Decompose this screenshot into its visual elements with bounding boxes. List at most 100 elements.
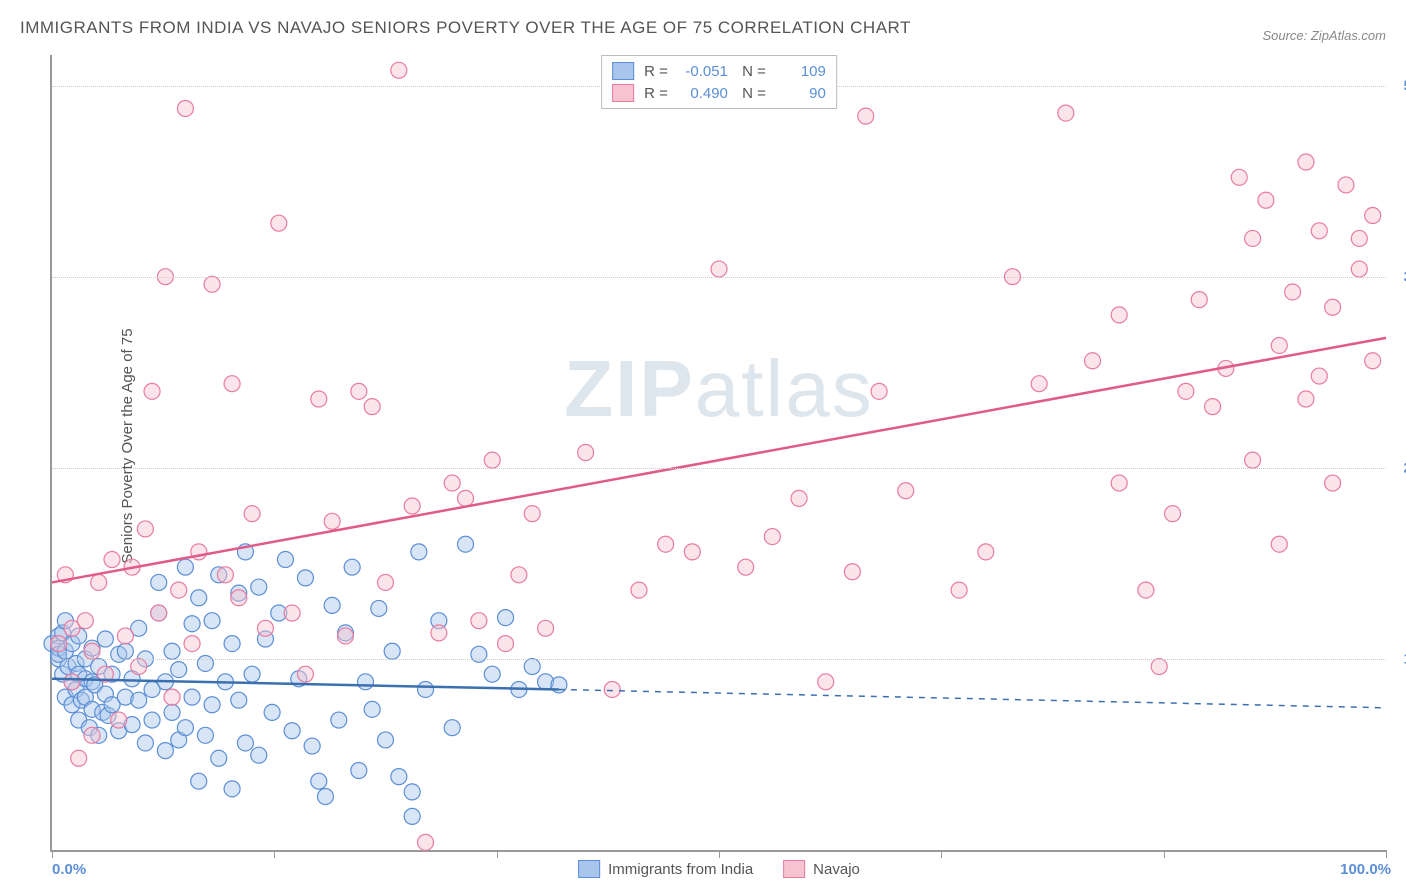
scatter-point xyxy=(211,750,227,766)
x-tick-mark xyxy=(941,850,942,858)
scatter-svg xyxy=(52,55,1386,850)
scatter-point xyxy=(1351,261,1367,277)
scatter-point xyxy=(604,681,620,697)
scatter-point xyxy=(458,490,474,506)
scatter-point xyxy=(217,567,233,583)
scatter-point xyxy=(471,613,487,629)
scatter-point xyxy=(658,536,674,552)
correlation-legend-row-2: R = 0.490 N = 90 xyxy=(612,82,826,104)
scatter-point xyxy=(1031,376,1047,392)
scatter-point xyxy=(184,636,200,652)
scatter-point xyxy=(1191,292,1207,308)
trend-line-extrapolated xyxy=(559,689,1386,707)
scatter-point xyxy=(578,445,594,461)
scatter-point xyxy=(91,574,107,590)
scatter-point xyxy=(197,727,213,743)
scatter-point xyxy=(184,616,200,632)
scatter-point xyxy=(311,391,327,407)
scatter-point xyxy=(738,559,754,575)
scatter-point xyxy=(1085,353,1101,369)
scatter-point xyxy=(1338,177,1354,193)
r-label: R = xyxy=(644,85,668,102)
x-tick-mark xyxy=(719,850,720,858)
scatter-point xyxy=(151,605,167,621)
scatter-point xyxy=(524,659,540,675)
gridline xyxy=(52,277,1386,278)
scatter-point xyxy=(191,773,207,789)
scatter-point xyxy=(117,643,133,659)
legend-swatch-india-icon xyxy=(578,860,600,878)
x-tick-label: 0.0% xyxy=(52,861,86,878)
scatter-point xyxy=(264,704,280,720)
scatter-point xyxy=(1245,230,1261,246)
scatter-point xyxy=(1178,383,1194,399)
scatter-point xyxy=(97,631,113,647)
scatter-point xyxy=(191,590,207,606)
series-legend: Immigrants from India Navajo xyxy=(578,860,860,878)
scatter-point xyxy=(84,727,100,743)
scatter-point xyxy=(404,498,420,514)
scatter-point xyxy=(378,574,394,590)
scatter-point xyxy=(418,681,434,697)
scatter-point xyxy=(1311,223,1327,239)
scatter-point xyxy=(111,712,127,728)
r-value-navajo: 0.490 xyxy=(678,85,728,102)
scatter-point xyxy=(177,559,193,575)
source-name: ZipAtlas.com xyxy=(1311,28,1386,43)
trend-line xyxy=(52,338,1386,583)
scatter-point xyxy=(431,625,447,641)
n-label: N = xyxy=(738,63,766,80)
scatter-point xyxy=(444,475,460,491)
n-label: N = xyxy=(738,85,766,102)
scatter-point xyxy=(1258,192,1274,208)
r-value-india: -0.051 xyxy=(678,63,728,80)
scatter-point xyxy=(204,697,220,713)
scatter-point xyxy=(1111,475,1127,491)
scatter-point xyxy=(251,747,267,763)
scatter-point xyxy=(1365,208,1381,224)
scatter-point xyxy=(498,636,514,652)
scatter-point xyxy=(244,666,260,682)
scatter-point xyxy=(498,610,514,626)
scatter-point xyxy=(104,552,120,568)
scatter-point xyxy=(1325,299,1341,315)
scatter-point xyxy=(164,704,180,720)
scatter-point xyxy=(351,383,367,399)
scatter-point xyxy=(297,570,313,586)
scatter-point xyxy=(371,600,387,616)
scatter-point xyxy=(304,738,320,754)
legend-item-india: Immigrants from India xyxy=(578,860,753,878)
scatter-point xyxy=(711,261,727,277)
scatter-point xyxy=(1365,353,1381,369)
scatter-point xyxy=(64,674,80,690)
scatter-point xyxy=(871,383,887,399)
scatter-point xyxy=(391,62,407,78)
scatter-point xyxy=(1231,169,1247,185)
scatter-point xyxy=(177,720,193,736)
scatter-point xyxy=(297,666,313,682)
scatter-point xyxy=(418,834,434,850)
scatter-point xyxy=(391,769,407,785)
scatter-point xyxy=(1245,452,1261,468)
scatter-point xyxy=(231,590,247,606)
x-tick-mark xyxy=(1386,850,1387,858)
scatter-point xyxy=(471,646,487,662)
scatter-point xyxy=(84,643,100,659)
x-tick-mark xyxy=(52,850,53,858)
r-label: R = xyxy=(644,63,668,80)
scatter-point xyxy=(351,763,367,779)
scatter-point xyxy=(244,506,260,522)
scatter-point xyxy=(1351,230,1367,246)
scatter-point xyxy=(131,692,147,708)
scatter-point xyxy=(177,101,193,117)
scatter-point xyxy=(337,628,353,644)
scatter-point xyxy=(1311,368,1327,384)
scatter-point xyxy=(344,559,360,575)
scatter-point xyxy=(1271,536,1287,552)
scatter-point xyxy=(171,582,187,598)
n-value-navajo: 90 xyxy=(776,85,826,102)
scatter-point xyxy=(131,659,147,675)
scatter-point xyxy=(1205,399,1221,415)
scatter-point xyxy=(898,483,914,499)
scatter-point xyxy=(1298,391,1314,407)
